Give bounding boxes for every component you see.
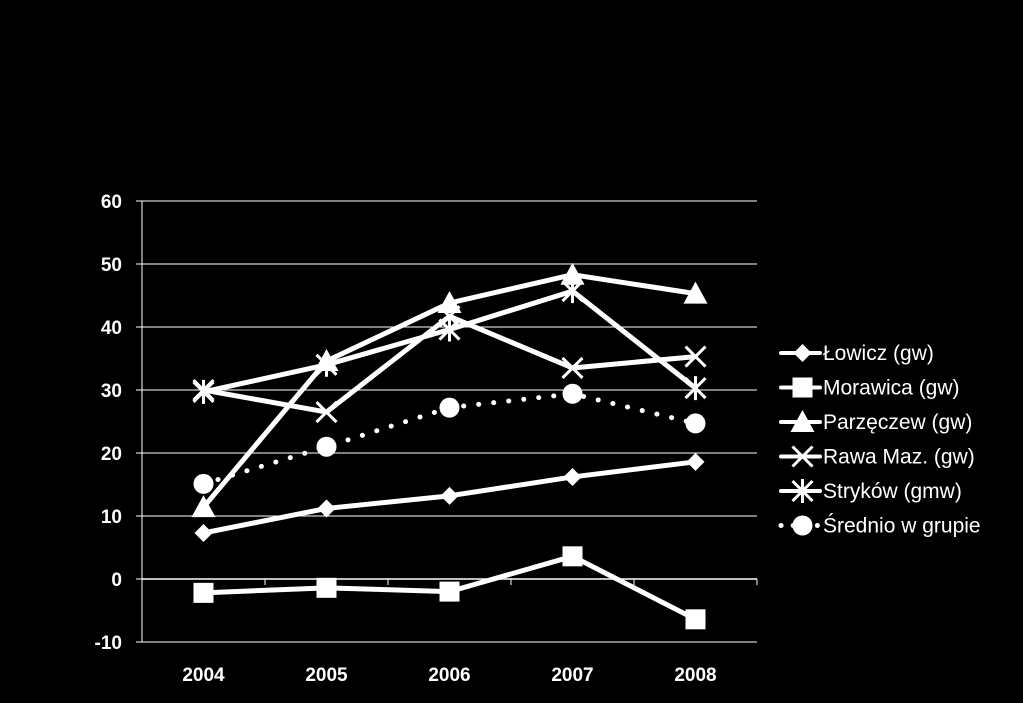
data-point: [437, 291, 462, 314]
y-tick-label: 10: [101, 507, 122, 528]
legend-label: Parzęczew (gw): [823, 411, 972, 434]
data-point: [439, 581, 460, 602]
legend-label: Łowicz (gw): [823, 342, 934, 365]
legend-item: Średnio w grupie: [778, 514, 981, 538]
x-tick-label: 2006: [428, 665, 470, 686]
data-point: [192, 379, 215, 404]
data-point: [683, 281, 708, 304]
legend-marker: [791, 445, 814, 468]
legend-marker: [791, 479, 814, 503]
legend-marker: [792, 515, 813, 536]
data-point: [193, 473, 214, 494]
y-axis-ticks: 60 50 40 30 20 10 0 -10: [95, 192, 142, 654]
legend-item: Parzęczew (gw): [779, 410, 972, 434]
data-point: [315, 352, 338, 377]
y-tick-label: 40: [101, 318, 122, 339]
x-tick-label: 2007: [551, 665, 593, 686]
legend-item: Rawa Maz. (gw): [779, 445, 975, 469]
data-point: [561, 356, 584, 380]
data-point: [685, 413, 706, 434]
data-point: [191, 495, 216, 518]
data-point: [561, 279, 584, 304]
y-tick-label: 50: [101, 255, 122, 276]
data-point: [560, 262, 585, 285]
legend: Łowicz (gw) Morawica (gw) Parzęczew (gw) Ra…: [778, 342, 981, 538]
series-0: [194, 452, 705, 543]
legend-label: Rawa Maz. (gw): [823, 446, 975, 469]
data-point: [194, 524, 213, 543]
data-point: [193, 582, 214, 603]
y-tick-label: 30: [101, 381, 122, 402]
series-group: [191, 262, 708, 630]
data-point: [438, 317, 461, 342]
legend-label: Stryków (gmw): [823, 480, 962, 503]
data-point: [686, 452, 705, 471]
data-point: [315, 400, 338, 424]
data-point: [562, 383, 583, 404]
data-point: [563, 467, 582, 486]
legend-item: Łowicz (gw): [779, 342, 934, 365]
data-point: [684, 376, 707, 401]
x-tick-label: 2005: [305, 665, 348, 686]
y-tick-label: 60: [101, 192, 122, 213]
series-5: [193, 383, 706, 494]
data-point: [439, 397, 460, 418]
x-tick-label: 2004: [182, 665, 225, 686]
data-point: [316, 436, 337, 457]
legend-item: Morawica (gw): [779, 377, 960, 400]
legend-marker: [793, 344, 812, 362]
legend-label: Średnio w grupie: [823, 514, 981, 538]
x-tick-label: 2008: [674, 665, 716, 686]
x-axis-ticks: 2004 2005 2006 2007 2008: [141, 579, 758, 686]
legend-item: Stryków (gmw): [779, 479, 962, 503]
data-point: [685, 609, 706, 630]
data-point: [317, 499, 336, 518]
series-1: [193, 546, 706, 630]
legend-label: Morawica (gw): [823, 377, 960, 400]
data-point: [316, 577, 337, 598]
series-4: [192, 279, 707, 404]
y-tick-label: 0: [111, 570, 122, 591]
legend-marker: [792, 377, 813, 398]
y-tick-label: 20: [101, 444, 122, 465]
data-point: [562, 546, 583, 567]
data-point: [684, 345, 707, 368]
axes: [141, 201, 757, 642]
legend-marker: [790, 410, 815, 432]
y-tick-label: -10: [95, 633, 122, 654]
data-point: [440, 486, 459, 505]
